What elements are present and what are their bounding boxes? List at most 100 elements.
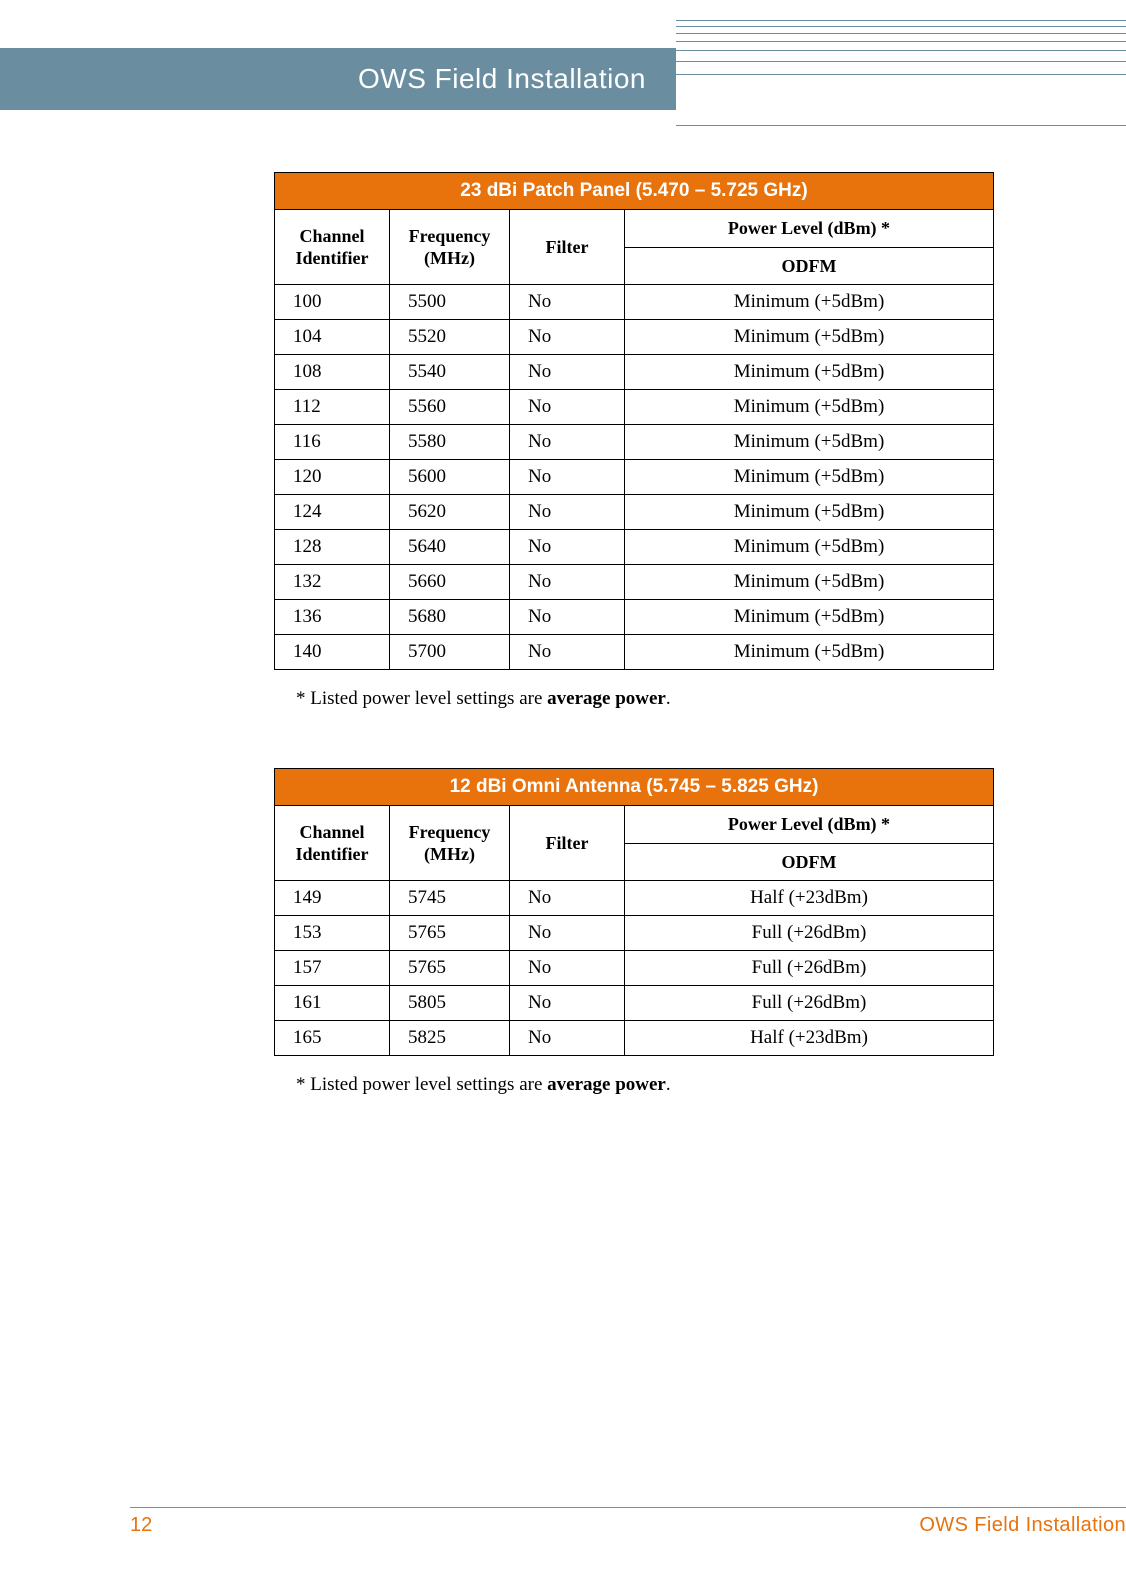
- cell-power: Minimum (+5dBm): [625, 635, 994, 670]
- cell-channel: 136: [275, 600, 390, 635]
- col-power-sub-header: ODFM: [625, 247, 994, 285]
- table-title-row: 23 dBi Patch Panel (5.470 – 5.725 GHz): [275, 173, 994, 210]
- cell-filter: No: [510, 495, 625, 530]
- cell-power: Minimum (+5dBm): [625, 565, 994, 600]
- table-row: 1535765NoFull (+26dBm): [275, 916, 994, 951]
- cell-frequency: 5540: [390, 355, 510, 390]
- cell-frequency: 5765: [390, 916, 510, 951]
- col-frequency-header: Frequency(MHz): [390, 210, 510, 285]
- col-power-sub-header: ODFM: [625, 843, 994, 881]
- cell-power: Minimum (+5dBm): [625, 355, 994, 390]
- cell-channel: 153: [275, 916, 390, 951]
- col-filter-header: Filter: [510, 806, 625, 881]
- col-power-group-header: Power Level (dBm) *: [625, 210, 994, 248]
- table-row: 1575765NoFull (+26dBm): [275, 951, 994, 986]
- cell-frequency: 5680: [390, 600, 510, 635]
- cell-filter: No: [510, 565, 625, 600]
- cell-filter: No: [510, 635, 625, 670]
- cell-frequency: 5765: [390, 951, 510, 986]
- table-row: 1165580NoMinimum (+5dBm): [275, 425, 994, 460]
- header-band: OWS Field Installation: [0, 48, 676, 110]
- page-footer: 12 OWS Field Installation: [130, 1507, 1126, 1538]
- cell-filter: No: [510, 916, 625, 951]
- table1-footnote: * Listed power level settings are averag…: [296, 688, 994, 710]
- cell-power: Minimum (+5dBm): [625, 425, 994, 460]
- cell-channel: 108: [275, 355, 390, 390]
- cell-channel: 104: [275, 320, 390, 355]
- cell-frequency: 5805: [390, 986, 510, 1021]
- table-row: 1655825NoHalf (+23dBm): [275, 1021, 994, 1056]
- footnote-prefix: * Listed power level settings are: [296, 1074, 547, 1095]
- table-row: 1325660NoMinimum (+5dBm): [275, 565, 994, 600]
- omni-antenna-table: 12 dBi Omni Antenna (5.745 – 5.825 GHz) …: [274, 768, 994, 1056]
- cell-frequency: 5660: [390, 565, 510, 600]
- table-row: 1365680NoMinimum (+5dBm): [275, 600, 994, 635]
- cell-power: Minimum (+5dBm): [625, 285, 994, 320]
- cell-channel: 161: [275, 986, 390, 1021]
- cell-power: Full (+26dBm): [625, 986, 994, 1021]
- page-number: 12: [130, 1514, 152, 1537]
- table-row: 1085540NoMinimum (+5dBm): [275, 355, 994, 390]
- cell-power: Minimum (+5dBm): [625, 530, 994, 565]
- footnote-bold: average power: [547, 688, 666, 709]
- cell-power: Half (+23dBm): [625, 881, 994, 916]
- table-header-row: ChannelIdentifier Frequency(MHz) Filter …: [275, 210, 994, 248]
- cell-power: Minimum (+5dBm): [625, 600, 994, 635]
- table2-footnote: * Listed power level settings are averag…: [296, 1074, 994, 1096]
- footer-rule: [130, 1507, 1126, 1509]
- table-row: 1045520NoMinimum (+5dBm): [275, 320, 994, 355]
- cell-frequency: 5640: [390, 530, 510, 565]
- cell-channel: 124: [275, 495, 390, 530]
- table-row: 1245620NoMinimum (+5dBm): [275, 495, 994, 530]
- cell-frequency: 5620: [390, 495, 510, 530]
- cell-channel: 132: [275, 565, 390, 600]
- cell-filter: No: [510, 881, 625, 916]
- col-channel-header: ChannelIdentifier: [275, 210, 390, 285]
- page-title: OWS Field Installation: [358, 63, 646, 95]
- cell-power: Minimum (+5dBm): [625, 495, 994, 530]
- cell-frequency: 5745: [390, 881, 510, 916]
- cell-frequency: 5580: [390, 425, 510, 460]
- table-row: 1615805NoFull (+26dBm): [275, 986, 994, 1021]
- table-header-row: ChannelIdentifier Frequency(MHz) Filter …: [275, 806, 994, 844]
- cell-power: Full (+26dBm): [625, 951, 994, 986]
- table-row: 1205600NoMinimum (+5dBm): [275, 460, 994, 495]
- cell-filter: No: [510, 986, 625, 1021]
- content-area: 23 dBi Patch Panel (5.470 – 5.725 GHz) C…: [274, 172, 994, 1096]
- cell-channel: 100: [275, 285, 390, 320]
- col-channel-header: ChannelIdentifier: [275, 806, 390, 881]
- footnote-bold: average power: [547, 1074, 666, 1095]
- cell-frequency: 5560: [390, 390, 510, 425]
- cell-power: Minimum (+5dBm): [625, 390, 994, 425]
- cell-filter: No: [510, 355, 625, 390]
- cell-channel: 149: [275, 881, 390, 916]
- cell-power: Full (+26dBm): [625, 916, 994, 951]
- table-row: 1495745NoHalf (+23dBm): [275, 881, 994, 916]
- table-spacer: [274, 710, 994, 768]
- cell-channel: 112: [275, 390, 390, 425]
- cell-channel: 140: [275, 635, 390, 670]
- cell-power: Half (+23dBm): [625, 1021, 994, 1056]
- cell-filter: No: [510, 530, 625, 565]
- table-row: 1405700NoMinimum (+5dBm): [275, 635, 994, 670]
- cell-frequency: 5500: [390, 285, 510, 320]
- cell-filter: No: [510, 460, 625, 495]
- col-frequency-header: Frequency(MHz): [390, 806, 510, 881]
- footnote-suffix: .: [666, 688, 671, 709]
- table-title: 12 dBi Omni Antenna (5.745 – 5.825 GHz): [275, 769, 994, 806]
- cell-channel: 165: [275, 1021, 390, 1056]
- cell-filter: No: [510, 425, 625, 460]
- footer-doc-title: OWS Field Installation: [919, 1514, 1126, 1537]
- cell-frequency: 5520: [390, 320, 510, 355]
- cell-frequency: 5825: [390, 1021, 510, 1056]
- cell-filter: No: [510, 320, 625, 355]
- footnote-prefix: * Listed power level settings are: [296, 688, 547, 709]
- cell-filter: No: [510, 390, 625, 425]
- col-power-group-header: Power Level (dBm) *: [625, 806, 994, 844]
- cell-channel: 157: [275, 951, 390, 986]
- table-row: 1005500NoMinimum (+5dBm): [275, 285, 994, 320]
- col-filter-header: Filter: [510, 210, 625, 285]
- patch-panel-table: 23 dBi Patch Panel (5.470 – 5.725 GHz) C…: [274, 172, 994, 670]
- footnote-suffix: .: [666, 1074, 671, 1095]
- header-decor-lines: [676, 20, 1126, 126]
